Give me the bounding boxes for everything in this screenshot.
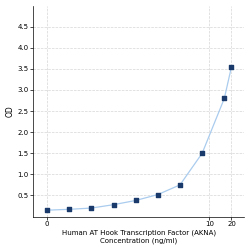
Point — [134, 198, 138, 202]
Point — [67, 207, 71, 211]
Point — [200, 151, 204, 155]
Y-axis label: OD: OD — [6, 105, 15, 117]
Point — [230, 65, 234, 69]
Point — [89, 206, 93, 210]
Point — [178, 183, 182, 187]
Point — [222, 96, 226, 100]
Point — [112, 203, 116, 207]
X-axis label: Human AT Hook Transcription Factor (AKNA)
Concentration (ng/ml): Human AT Hook Transcription Factor (AKNA… — [62, 230, 216, 244]
Point — [45, 208, 49, 212]
Point — [156, 192, 160, 196]
